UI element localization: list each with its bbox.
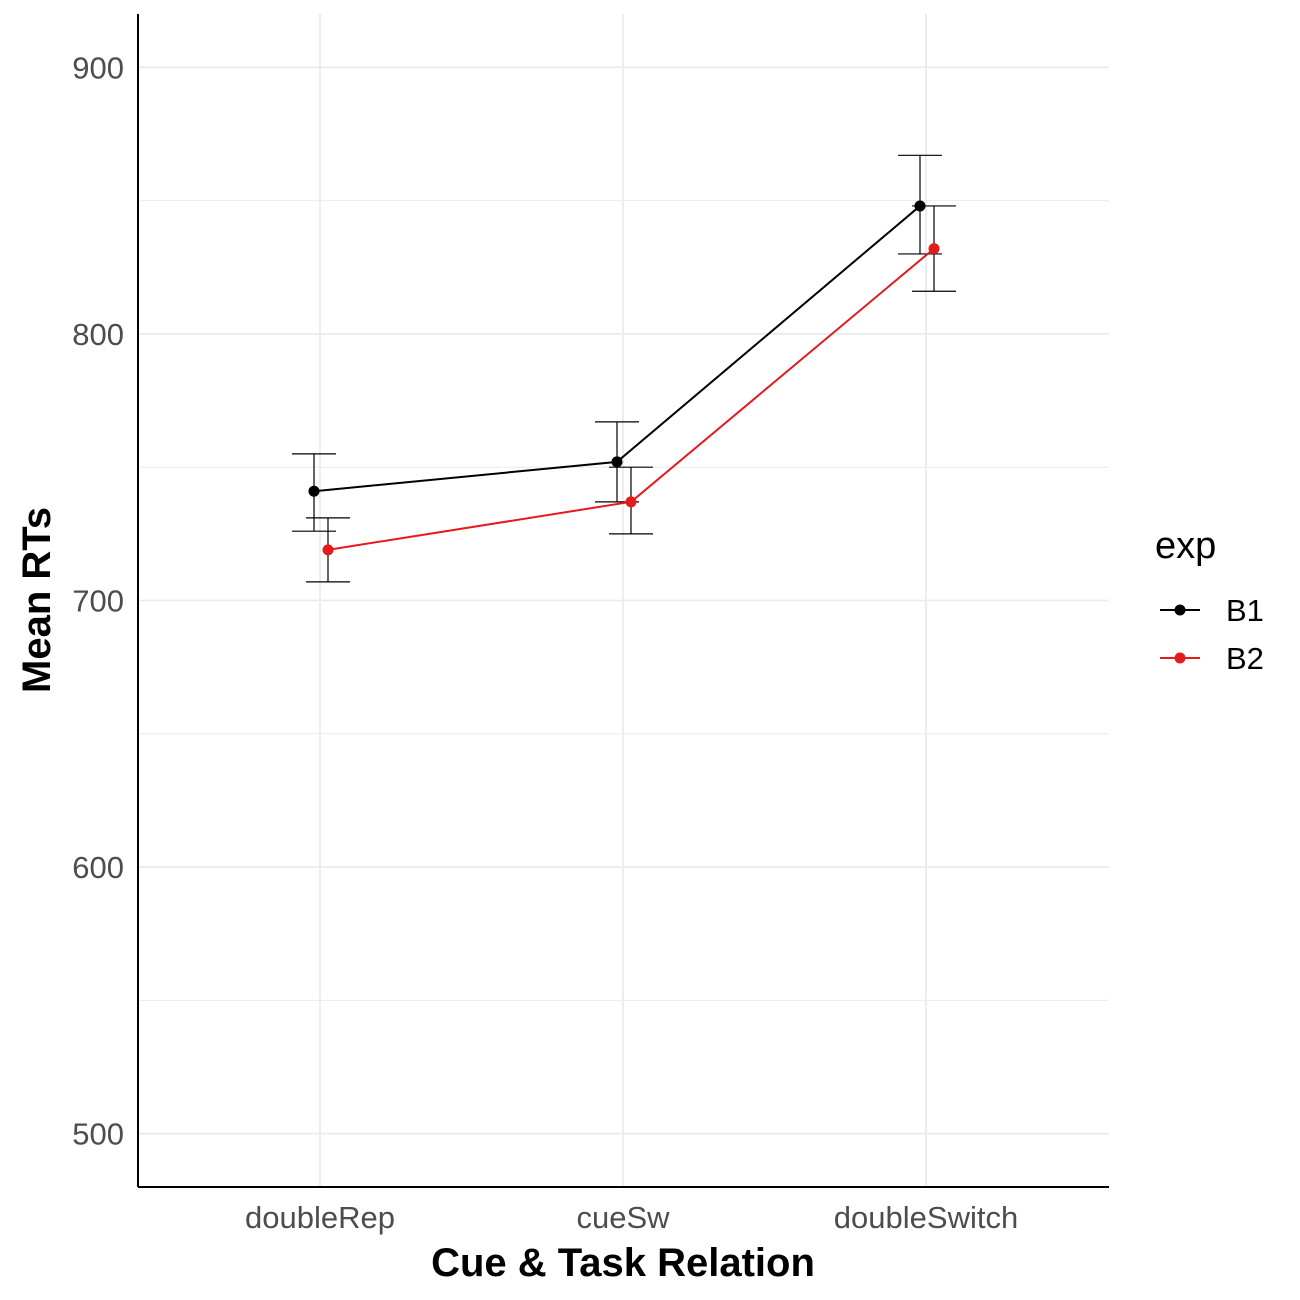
grid-lines	[138, 14, 1109, 1187]
legend-title: exp	[1155, 525, 1216, 567]
data-point	[611, 456, 623, 468]
x-axis-title: Cue & Task Relation	[431, 1241, 815, 1285]
legend-label: B2	[1226, 641, 1264, 676]
legend-key-point	[1174, 652, 1186, 664]
data-point	[322, 544, 334, 556]
x-tick-label: cueSw	[576, 1200, 670, 1235]
series-B1	[292, 154, 942, 532]
data-point	[928, 243, 940, 255]
y-tick-label: 500	[72, 1117, 124, 1152]
y-tick-label: 700	[72, 584, 124, 619]
y-axis-title: Mean RTs	[15, 507, 59, 693]
data-point	[308, 485, 320, 497]
legend-item-B1: B1	[1160, 593, 1264, 628]
data-point	[625, 496, 637, 508]
legend-item-B2: B2	[1160, 641, 1264, 676]
y-tick-label: 800	[72, 317, 124, 352]
y-tick-label: 600	[72, 850, 124, 885]
x-tick-labels: doubleRep cueSw doubleSwitch	[245, 1200, 1018, 1235]
series	[292, 154, 956, 583]
legend-label: B1	[1226, 593, 1264, 628]
axes	[137, 14, 1109, 1188]
series-B2	[306, 205, 956, 583]
y-tick-labels: 500 600 700 800 900	[72, 50, 124, 1151]
x-tick-label: doubleSwitch	[834, 1200, 1018, 1235]
y-tick-label: 900	[72, 50, 124, 85]
legend-key-point	[1174, 604, 1186, 616]
x-tick-label: doubleRep	[245, 1200, 395, 1235]
